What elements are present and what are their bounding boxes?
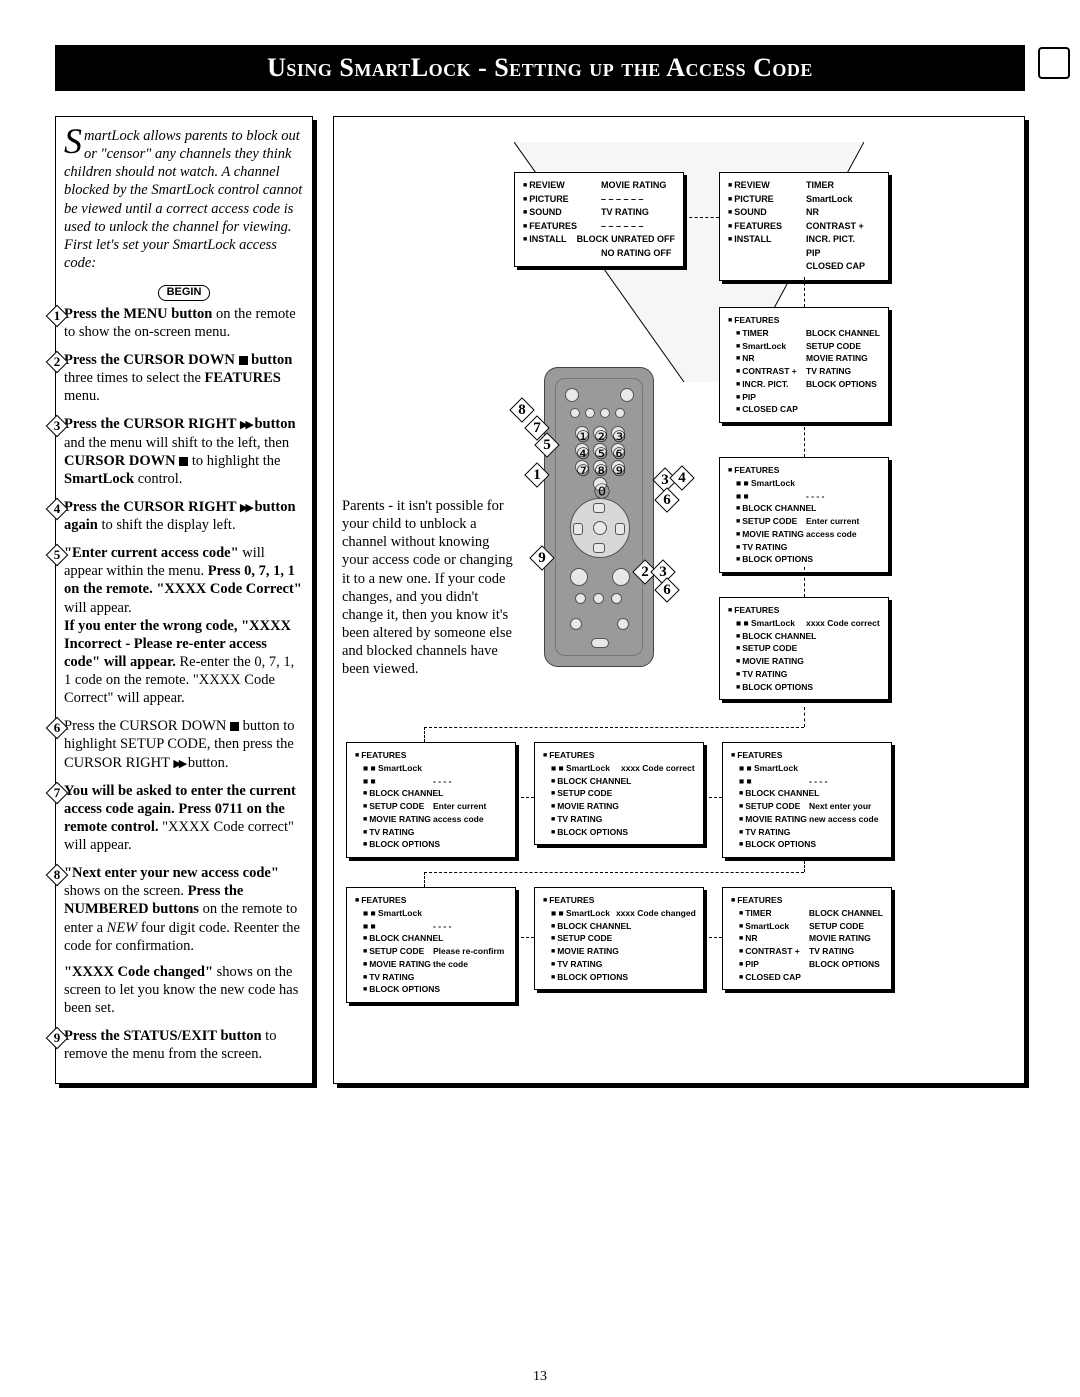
step-5: 5 "Enter current access code" will appea… [64, 544, 304, 707]
menu-features-3: FEATURES■ ■ SmartLockxxxx Code correctBL… [719, 597, 889, 700]
page-title: Using SmartLock - Setting up the Access … [55, 45, 1025, 91]
connector [804, 857, 805, 872]
connector [804, 707, 805, 727]
connector [516, 797, 534, 798]
begin-badge: BEGIN [158, 285, 211, 301]
step-1: 1 Press the MENU button on the remote to… [64, 305, 304, 341]
connector [516, 937, 534, 938]
callout-1: 1 [524, 462, 550, 488]
intro-text: SmartLock allows parents to block out or… [64, 127, 304, 272]
tv-icon [1038, 47, 1070, 79]
page-number: 13 [0, 1369, 1080, 1385]
step-marker: 1 [46, 305, 68, 327]
instructions-panel: SmartLock allows parents to block out or… [55, 116, 313, 1084]
step-9: 9 Press the STATUS/EXIT button to remove… [64, 1027, 304, 1063]
menu-row3-b: FEATURES■ ■ SmartLockxxxx Code correctBL… [534, 742, 704, 845]
callout-9: 9 [529, 545, 555, 571]
step-3: 3 Press the CURSOR RIGHT ▶▶ button and t… [64, 415, 304, 488]
step-6: 6 Press the CURSOR DOWN button to highli… [64, 717, 304, 771]
step-4: 4 Press the CURSOR RIGHT ▶▶ button again… [64, 498, 304, 534]
connector [684, 217, 719, 218]
connector [704, 797, 722, 798]
step-2: 2 Press the CURSOR DOWN button three tim… [64, 351, 304, 405]
menu-screen-1: REVIEWMOVIE RATINGPICTURE– – – – – –SOUN… [514, 172, 684, 267]
remote-control: ① ② ③ ④ ⑤ ⑥ ⑦ ⑧ ⑨ ⓪ [544, 367, 654, 667]
stop-icon [179, 457, 188, 466]
connector [804, 427, 805, 457]
parent-note: Parents - it isn't possible for your chi… [342, 497, 517, 678]
step-8: 8 "Next enter your new access code" show… [64, 864, 304, 1017]
menu-features-1: FEATURESTIMERBLOCK CHANNELSmartLockSETUP… [719, 307, 889, 423]
connector [424, 872, 804, 873]
connector [804, 567, 805, 597]
menu-row3-c: FEATURES■ ■ SmartLock■ ■- - - -BLOCK CHA… [722, 742, 892, 858]
menu-row3-a: FEATURES■ ■ SmartLock■ ■- - - -BLOCK CHA… [346, 742, 516, 858]
menu-row4-c: FEATURESTIMERBLOCK CHANNELSmartLockSETUP… [722, 887, 892, 990]
content-area: SmartLock allows parents to block out or… [55, 116, 1025, 1084]
diagram-panel: REVIEWMOVIE RATINGPICTURE– – – – – –SOUN… [333, 116, 1025, 1084]
forward-icon: ▶▶ [240, 502, 251, 516]
callout-5: 5 [534, 432, 560, 458]
stop-icon [239, 356, 248, 365]
connector [804, 277, 805, 307]
connector [424, 727, 425, 742]
menu-features-2: FEATURES■ ■ SmartLock■ ■- - - -BLOCK CHA… [719, 457, 889, 573]
connector [424, 727, 804, 728]
dropcap: S [64, 127, 82, 156]
forward-icon: ▶▶ [173, 758, 184, 772]
callout-6b: 6 [654, 577, 680, 603]
step-7: 7 You will be asked to enter the current… [64, 782, 304, 855]
connector [424, 872, 425, 887]
menu-row4-a: FEATURES■ ■ SmartLock■ ■- - - -BLOCK CHA… [346, 887, 516, 1003]
callout-6a: 6 [654, 487, 680, 513]
title-text: Using SmartLock - Setting up the Access … [267, 53, 813, 82]
forward-icon: ▶▶ [240, 419, 251, 433]
menu-row4-b: FEATURES■ ■ SmartLockxxxx Code changedBL… [534, 887, 704, 990]
connector [704, 937, 722, 938]
stop-icon [230, 722, 239, 731]
menu-screen-2: REVIEWTIMERPICTURESmartLockSOUNDNRFEATUR… [719, 172, 889, 281]
